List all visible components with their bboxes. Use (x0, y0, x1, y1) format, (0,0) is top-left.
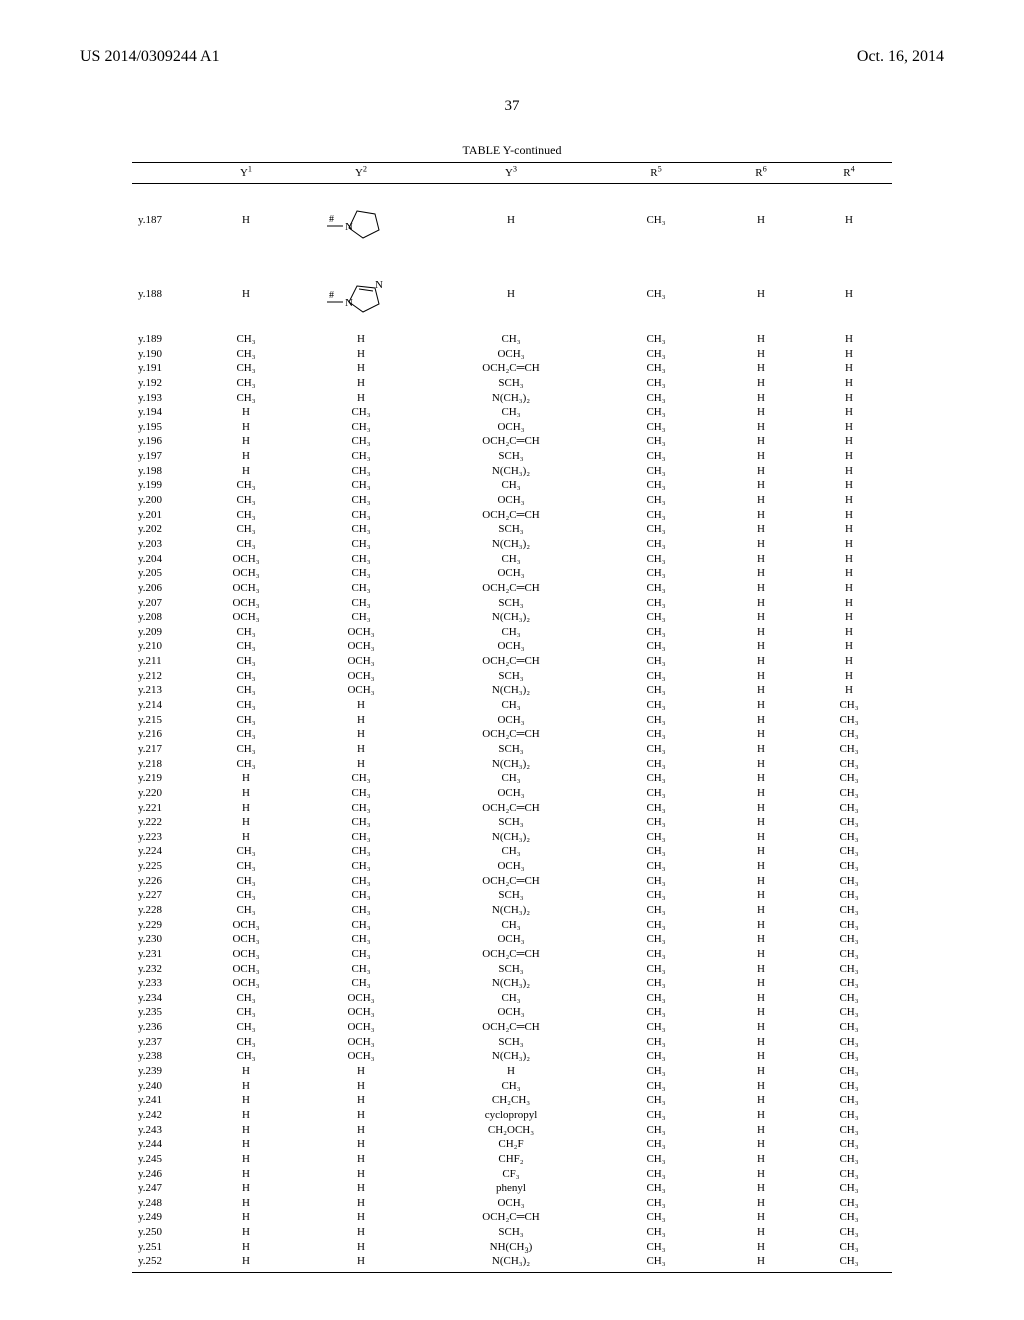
table-row: y.220HCH₃OCH₃CH₃HCH₃ (132, 786, 892, 801)
table-row: y.228CH₃CH₃N(CH₃)₂CH₃HCH₃ (132, 903, 892, 918)
table-row: y.205OCH₃CH₃OCH₃CH₃HH (132, 566, 892, 581)
col-y1: Y1 (196, 163, 296, 184)
table-row: y.231OCH₃CH₃OCH₂C═CHCH₃HCH₃ (132, 947, 892, 962)
table-row: y.225CH₃CH₃OCH₃CH₃HCH₃ (132, 859, 892, 874)
table-row: y.229OCH₃CH₃CH₃CH₃HCH₃ (132, 918, 892, 933)
col-id (132, 163, 196, 184)
table-row: y.199CH₃CH₃CH₃CH₃HH (132, 478, 892, 493)
table-row: y.221HCH₃OCH₂C═CHCH₃HCH₃ (132, 801, 892, 816)
doc-number: US 2014/0309244 A1 (80, 48, 220, 66)
table-row: y.209CH₃OCH₃CH₃CH₃HH (132, 625, 892, 640)
structure-dihydropyrrole-icon: # N N (325, 270, 397, 318)
table-row: y.238CH₃OCH₃N(CH₃)₂CH₃HCH₃ (132, 1049, 892, 1064)
table-row: y.191CH₃HOCH₂C═CHCH₃HH (132, 361, 892, 376)
col-r4: R4 (806, 163, 892, 184)
table-row: y.252HHN(CH₃)₂CH₃HCH₃ (132, 1254, 892, 1272)
table-row: y.195HCH₃OCH₃CH₃HH (132, 420, 892, 435)
table-row: y.198HCH₃N(CH₃)₂CH₃HH (132, 464, 892, 479)
table-row: y.210CH₃OCH₃OCH₃CH₃HH (132, 639, 892, 654)
table-row: y.230OCH₃CH₃OCH₃CH₃HCH₃ (132, 932, 892, 947)
table-row: y.243HHCH₂OCH₃CH₃HCH₃ (132, 1123, 892, 1138)
col-y2: Y2 (296, 163, 426, 184)
col-r6: R6 (716, 163, 806, 184)
table-row: y.194HCH₃CH₃CH₃HH (132, 405, 892, 420)
table-row: y.208OCH₃CH₃N(CH₃)₂CH₃HH (132, 610, 892, 625)
table-row: y.206OCH₃CH₃OCH₂C═CHCH₃HH (132, 581, 892, 596)
table-row: y.188H # N N HCH₃HH (132, 256, 892, 332)
table-row: y.211CH₃OCH₃OCH₂C═CHCH₃HH (132, 654, 892, 669)
table-row: y.244HHCH₂FCH₃HCH₃ (132, 1137, 892, 1152)
structure-pyrrolidine-icon: # N (325, 198, 397, 242)
table-row: y.204OCH₃CH₃CH₃CH₃HH (132, 552, 892, 567)
table-row: y.192CH₃HSCH₃CH₃HH (132, 376, 892, 391)
table-row: y.207OCH₃CH₃SCH₃CH₃HH (132, 596, 892, 611)
table-row: y.217CH₃HSCH₃CH₃HCH₃ (132, 742, 892, 757)
table-row: y.212CH₃OCH₃SCH₃CH₃HH (132, 669, 892, 684)
table-row: y.248HHOCH₃CH₃HCH₃ (132, 1196, 892, 1211)
svg-text:N: N (345, 221, 353, 233)
table-row: y.246HHCF₃CH₃HCH₃ (132, 1167, 892, 1182)
table-row: y.187H # N HCH₃HH (132, 184, 892, 257)
doc-date: Oct. 16, 2014 (857, 48, 944, 66)
svg-text:N: N (375, 279, 383, 291)
table-row: y.249HHOCH₂C═CHCH₃HCH₃ (132, 1210, 892, 1225)
table-row: y.214CH₃HCH₃CH₃HCH₃ (132, 698, 892, 713)
table-row: y.213CH₃OCH₃N(CH₃)₂CH₃HH (132, 683, 892, 698)
table-row: y.218CH₃HN(CH₃)₂CH₃HCH₃ (132, 757, 892, 772)
table-row: y.234CH₃OCH₃CH₃CH₃HCH₃ (132, 991, 892, 1006)
table-row: y.197HCH₃SCH₃CH₃HH (132, 449, 892, 464)
table-row: y.227CH₃CH₃SCH₃CH₃HCH₃ (132, 888, 892, 903)
table-row: y.201CH₃CH₃OCH₂C═CHCH₃HH (132, 508, 892, 523)
table-row: y.239HHHCH₃HCH₃ (132, 1064, 892, 1079)
table-row: y.222HCH₃SCH₃CH₃HCH₃ (132, 815, 892, 830)
table-row: y.202CH₃CH₃SCH₃CH₃HH (132, 522, 892, 537)
table-row: y.240HHCH₃CH₃HCH₃ (132, 1079, 892, 1094)
table-row: y.233OCH₃CH₃N(CH₃)₂CH₃HCH₃ (132, 976, 892, 991)
svg-text:#: # (329, 290, 334, 301)
table-row: y.250HHSCH₃CH₃HCH₃ (132, 1225, 892, 1240)
table-row: y.236CH₃OCH₃OCH₂C═CHCH₃HCH₃ (132, 1020, 892, 1035)
col-r5: R5 (596, 163, 716, 184)
table-row: y.235CH₃OCH₃OCH₃CH₃HCH₃ (132, 1005, 892, 1020)
table-row: y.245HHCHF₂CH₃HCH₃ (132, 1152, 892, 1167)
table-row: y.219HCH₃CH₃CH₃HCH₃ (132, 771, 892, 786)
table-row: y.237CH₃OCH₃SCH₃CH₃HCH₃ (132, 1035, 892, 1050)
table-row: y.251HHNH(CH3)CH₃HCH₃ (132, 1240, 892, 1255)
table-row: y.200CH₃CH₃OCH₃CH₃HH (132, 493, 892, 508)
svg-text:N: N (345, 297, 353, 309)
table-header-row: Y1 Y2 Y3 R5 R6 R4 (132, 163, 892, 184)
table-row: y.203CH₃CH₃N(CH₃)₂CH₃HH (132, 537, 892, 552)
table-row: y.226CH₃CH₃OCH₂C═CHCH₃HCH₃ (132, 874, 892, 889)
table-row: y.196HCH₃OCH₂C═CHCH₃HH (132, 434, 892, 449)
table-row: y.224CH₃CH₃CH₃CH₃HCH₃ (132, 844, 892, 859)
table-row: y.189CH₃HCH₃CH₃HH (132, 332, 892, 347)
page-header: US 2014/0309244 A1 Oct. 16, 2014 (80, 48, 944, 66)
table-body: y.187H # N HCH₃HHy.188H # N N HCH₃HHy.18… (132, 184, 892, 1273)
table-row: y.216CH₃HOCH₂C═CHCH₃HCH₃ (132, 727, 892, 742)
table-row: y.241HHCH₂CH₃CH₃HCH₃ (132, 1093, 892, 1108)
table-row: y.190CH₃HOCH₃CH₃HH (132, 347, 892, 362)
svg-text:#: # (329, 214, 334, 225)
table-row: y.242HHcyclopropylCH₃HCH₃ (132, 1108, 892, 1123)
table-row: y.232OCH₃CH₃SCH₃CH₃HCH₃ (132, 962, 892, 977)
page-number: 37 (80, 98, 944, 115)
table-title: TABLE Y-continued (80, 143, 944, 158)
col-y3: Y3 (426, 163, 596, 184)
table-row: y.223HCH₃N(CH₃)₂CH₃HCH₃ (132, 830, 892, 845)
table-row: y.215CH₃HOCH₃CH₃HCH₃ (132, 713, 892, 728)
data-table: Y1 Y2 Y3 R5 R6 R4 y.187H # N HCH₃HHy.188… (132, 162, 892, 1273)
table-row: y.193CH₃HN(CH₃)₂CH₃HH (132, 391, 892, 406)
table-row: y.247HHphenylCH₃HCH₃ (132, 1181, 892, 1196)
